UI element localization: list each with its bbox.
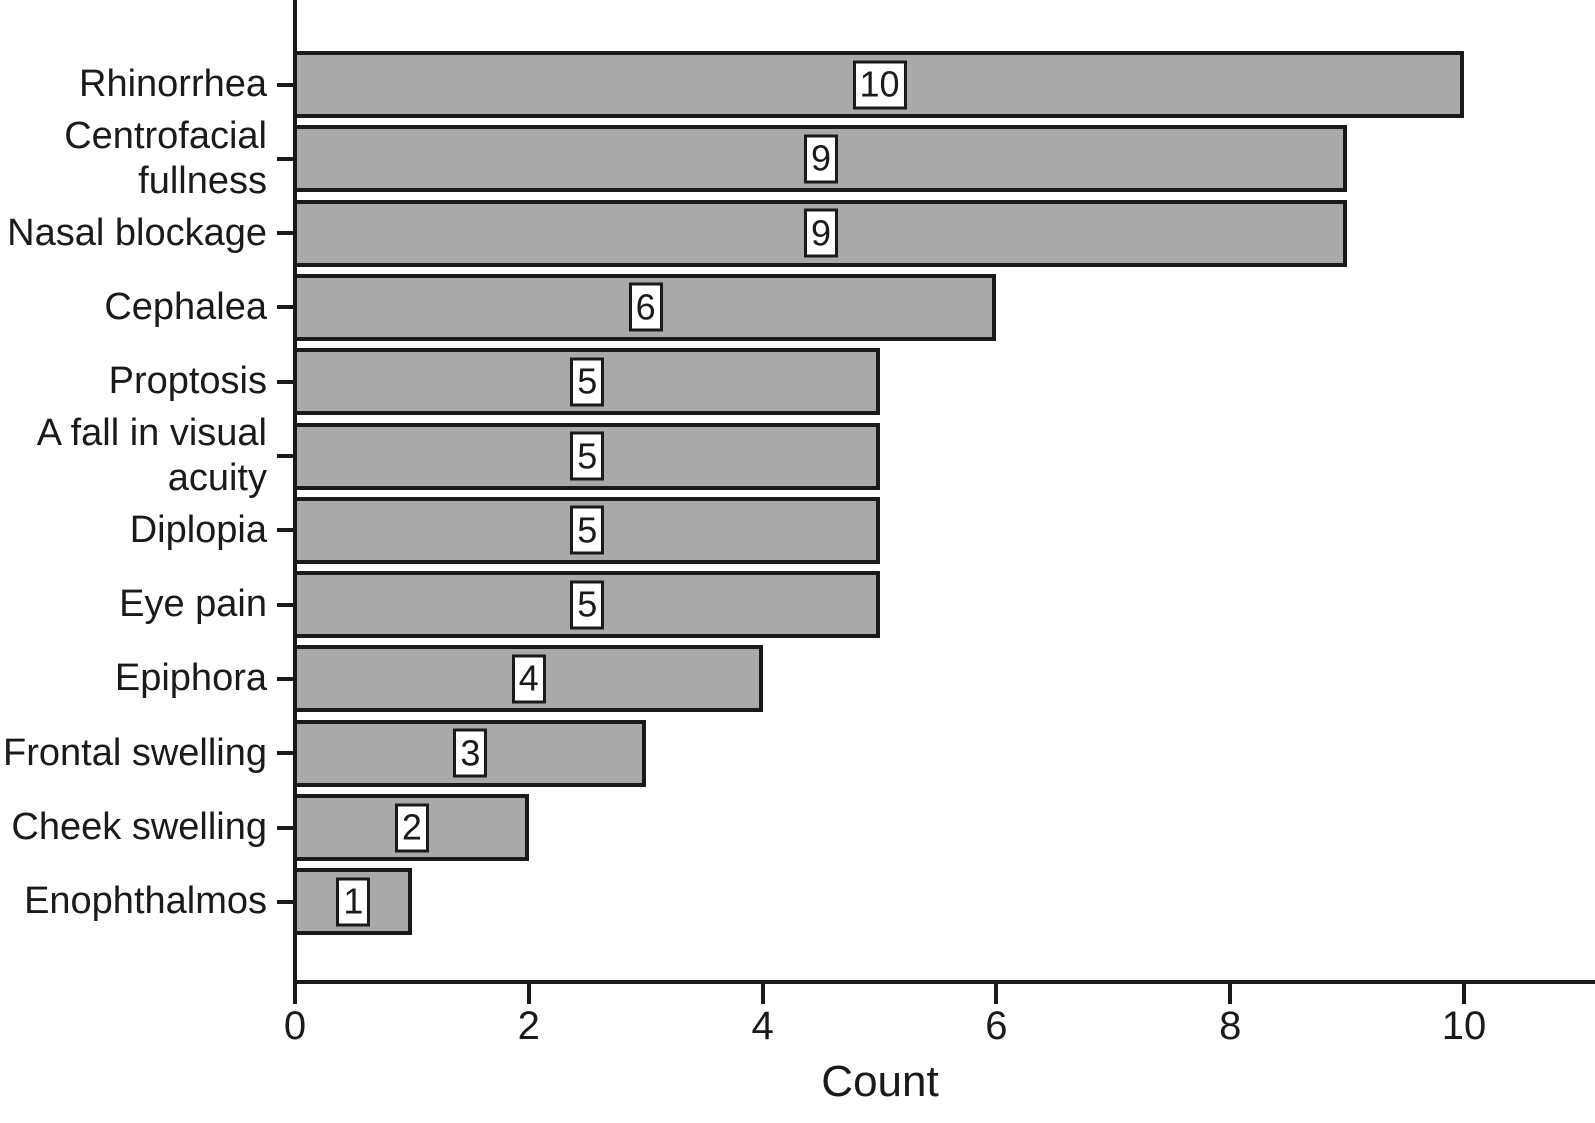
x-tick-mark — [1462, 984, 1466, 1004]
x-tick-mark — [760, 984, 765, 1004]
y-tick-label-proptosis: Proptosis — [0, 315, 267, 449]
bar-value-label: 2 — [394, 803, 429, 852]
y-tick-mark — [277, 305, 294, 310]
bar-value-label: 9 — [804, 134, 839, 184]
y-tick-label-line: Nasal blockage — [7, 211, 267, 254]
y-tick-mark — [277, 825, 294, 830]
y-tick-label-line: Cephalea — [104, 285, 267, 328]
y-tick-label-cheek-swelling: Cheek swelling — [0, 761, 267, 895]
y-tick-label-line: Diplopia — [129, 508, 267, 551]
y-tick-label-line: acuity — [167, 457, 267, 499]
x-tick-mark — [526, 984, 531, 1004]
x-tick-label: 0 — [283, 1004, 307, 1048]
bar-value-label: 4 — [511, 654, 546, 704]
bar-value-label: 6 — [628, 282, 663, 332]
y-tick-label-a-fall-in-visual-acuity: A fall in visual acuity — [0, 389, 267, 523]
y-tick-label-enophthalmos: Enophthalmos — [0, 835, 267, 969]
bar-value-label: 3 — [453, 728, 488, 778]
y-tick-label-line: Centrofacial — [64, 114, 267, 157]
y-tick-label-line: Rhinorrhea — [79, 63, 267, 105]
x-tick-label: 6 — [985, 1004, 1008, 1048]
bar-value-label: 10 — [852, 60, 907, 109]
x-axis-title: Count — [821, 1057, 939, 1106]
y-tick-mark — [277, 602, 294, 607]
x-tick-label: 4 — [751, 1004, 774, 1048]
bar-value-label: 5 — [570, 580, 605, 630]
y-tick-label-cephalea: Cephalea — [0, 240, 267, 374]
y-tick-label-line: Cheek swelling — [11, 806, 267, 848]
x-tick-mark — [994, 984, 999, 1004]
y-tick-mark — [277, 899, 294, 904]
y-tick-label-line: A fall in visual — [36, 412, 267, 454]
x-tick-label: 8 — [1219, 1004, 1242, 1048]
y-tick-label-line: Enophthalmos — [24, 880, 267, 923]
x-tick-mark — [1228, 984, 1233, 1004]
y-tick-label-eye-pain: Eye pain — [0, 538, 267, 672]
y-tick-mark — [277, 751, 294, 756]
bar-value-label: 9 — [804, 208, 839, 258]
y-tick-label-line: fullness — [138, 159, 267, 202]
y-tick-mark — [277, 379, 294, 384]
y-tick-mark — [277, 528, 294, 533]
x-tick-mark — [293, 984, 297, 1004]
y-tick-label-rhinorrhea: Rhinorrhea — [0, 18, 267, 152]
y-tick-label-frontal-swelling: Frontal swelling — [0, 686, 267, 820]
y-tick-mark — [277, 454, 294, 458]
y-tick-label-nasal-blockage: Nasal blockage — [0, 166, 267, 300]
x-tick-label: 2 — [517, 1004, 540, 1048]
bar-value-label: 5 — [570, 431, 605, 481]
bar-value-label: 5 — [570, 357, 605, 407]
y-tick-mark — [277, 156, 294, 161]
y-tick-label-epiphora: Epiphora — [0, 612, 267, 746]
y-tick-label-diplopia: Diplopia — [0, 463, 267, 597]
x-tick-label: 10 — [1441, 1004, 1487, 1048]
y-tick-label-line: Eye pain — [119, 583, 267, 626]
y-tick-mark — [277, 231, 294, 236]
y-tick-label-line: Frontal swelling — [3, 731, 267, 774]
y-tick-label-line: Epiphora — [114, 657, 267, 700]
bar-value-label: 5 — [570, 505, 605, 555]
y-tick-mark — [277, 676, 294, 681]
y-tick-label-line: Proptosis — [108, 360, 267, 403]
bar-value-label: 1 — [336, 877, 371, 927]
y-tick-mark — [277, 82, 294, 87]
y-axis-line — [293, 0, 297, 984]
x-axis-line — [293, 980, 1595, 984]
y-tick-label-centrofacial-fullness: Centrofacial fullness — [0, 92, 267, 226]
